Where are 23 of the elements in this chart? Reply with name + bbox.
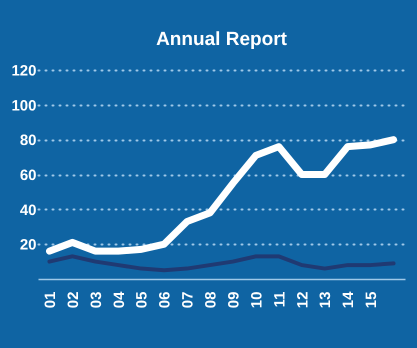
y-tick-label: 100 [11,97,36,114]
x-tick-label: 14 [340,290,358,308]
x-tick-label: 15 [363,292,380,308]
x-tick-label: 03 [88,292,105,308]
x-tick-label: 07 [180,292,197,308]
x-tick-label: 01 [42,292,59,308]
x-tick-label: 06 [156,292,174,308]
line-series [47,254,396,272]
x-tick-label: 11 [271,292,288,308]
y-tick-label: 20 [20,236,36,254]
x-tick-label: 02 [64,292,82,308]
x-tick-label: 13 [317,292,334,308]
x-tick-label: 12 [294,292,312,308]
chart-title: Annual Report [156,29,288,50]
y-tick-label: 40 [20,202,36,219]
y-tick-label: 80 [20,132,36,150]
y-tick-label: 60 [20,167,36,184]
x-tick-label: 05 [134,292,151,308]
x-tick-label: 08 [202,292,220,308]
x-tick-label: 04 [110,290,128,308]
y-tick-label: 120 [11,62,36,80]
x-tick-label: 10 [248,292,266,308]
x-tick-label: 09 [225,292,242,308]
